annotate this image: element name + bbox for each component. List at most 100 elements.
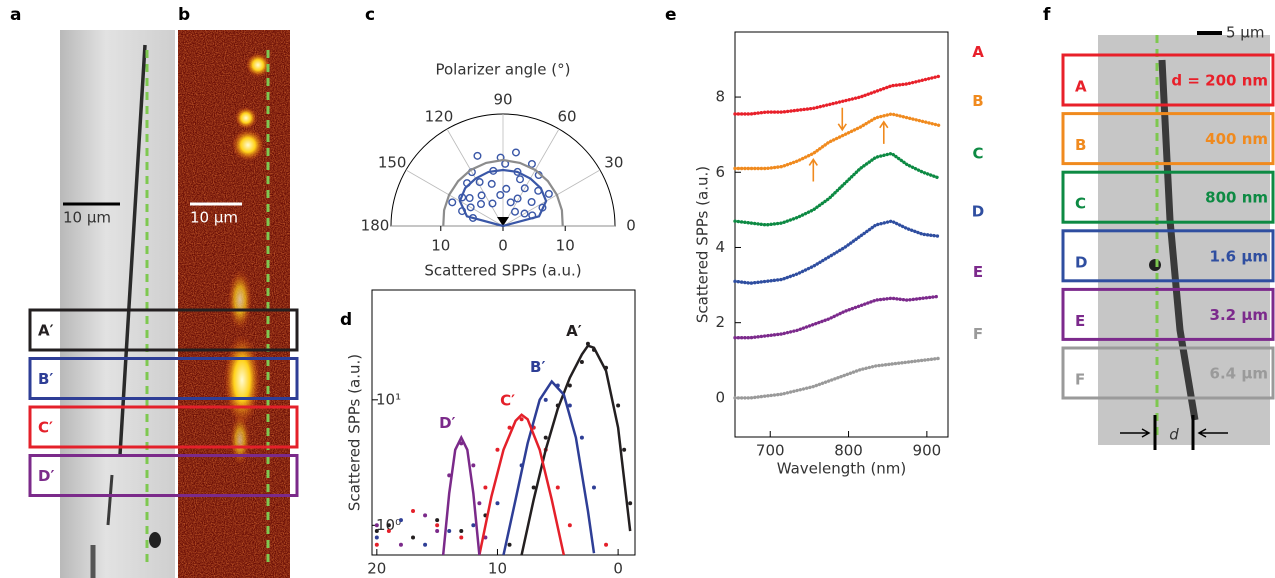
image-a: 10 µm xyxy=(60,30,175,578)
point xyxy=(555,485,560,490)
fit-label: D′ xyxy=(439,414,455,432)
region-box xyxy=(28,454,299,497)
spectrum xyxy=(733,356,941,400)
polar-point xyxy=(516,175,525,184)
panel-label: b xyxy=(178,5,190,25)
point xyxy=(447,529,452,534)
polar-point xyxy=(506,198,515,207)
point xyxy=(447,473,452,478)
row-size: 3.2 µm xyxy=(1210,306,1268,324)
row-size: 6.4 µm xyxy=(1210,365,1268,383)
angle-tick-label: 150 xyxy=(378,154,407,172)
panel-label: d xyxy=(340,310,352,330)
x-tick-label: 700 xyxy=(756,442,785,460)
r-tick-label: 10 xyxy=(556,237,575,255)
panel-label: e xyxy=(665,5,677,25)
polar-fit xyxy=(458,168,548,228)
row-box xyxy=(1061,229,1275,283)
region-box xyxy=(28,357,299,400)
row-box xyxy=(1061,287,1275,341)
point xyxy=(435,523,440,528)
point xyxy=(579,360,584,365)
point xyxy=(471,463,476,468)
polar-point xyxy=(477,200,486,209)
angle-tick-label: 30 xyxy=(604,154,623,172)
polar-frame xyxy=(390,113,616,227)
point xyxy=(477,501,482,506)
scale-bar-label: 5 µm xyxy=(1226,24,1264,42)
x-tick-label: 10 xyxy=(488,560,507,578)
y-tick-label: 2 xyxy=(715,313,725,331)
row-letter: D xyxy=(1075,253,1087,271)
row-box xyxy=(1061,53,1275,107)
region-box xyxy=(28,308,299,352)
spectrum xyxy=(733,151,941,227)
y-axis-label: Scattered SPPs (a.u.) xyxy=(694,166,712,323)
polar-point xyxy=(510,207,519,216)
arrow xyxy=(808,158,818,182)
polar-point xyxy=(477,191,486,200)
point xyxy=(495,447,500,452)
series-label: C xyxy=(972,144,983,162)
region-label: A′ xyxy=(38,322,54,340)
fit-label: A′ xyxy=(566,322,582,340)
row-size: 1.6 µm xyxy=(1210,247,1268,265)
x-tick-label: 0 xyxy=(613,560,623,578)
image-f: 5 µm d xyxy=(1098,24,1270,450)
spectrum xyxy=(733,219,941,285)
polar-point xyxy=(487,179,496,188)
fit-curve xyxy=(502,379,596,555)
r-tick-label: 10 xyxy=(431,237,450,255)
point xyxy=(435,518,440,523)
y-tick-label: 4 xyxy=(715,238,725,256)
polar-fit xyxy=(442,158,564,227)
point xyxy=(423,513,428,518)
row-letter: B xyxy=(1075,136,1086,154)
point xyxy=(567,383,572,388)
polar-point xyxy=(520,209,529,218)
polar-point xyxy=(511,148,520,157)
fit-label: B′ xyxy=(530,358,545,376)
x-tick-label: 900 xyxy=(913,442,942,460)
axes-frame xyxy=(371,289,636,556)
panel-label: f xyxy=(1043,5,1051,25)
point xyxy=(519,417,524,422)
point xyxy=(398,542,403,547)
polar-point xyxy=(513,194,522,203)
row-letter: F xyxy=(1075,371,1085,389)
angle-tick-label: 0 xyxy=(626,217,636,235)
point xyxy=(628,501,633,506)
point xyxy=(471,523,476,528)
point xyxy=(543,435,548,440)
row-letter: E xyxy=(1075,312,1085,330)
point xyxy=(374,523,379,528)
point xyxy=(567,523,572,528)
angle-tick-label: 180 xyxy=(361,217,390,235)
arrow xyxy=(837,107,847,132)
point xyxy=(398,518,403,523)
point xyxy=(495,501,500,506)
point xyxy=(459,529,464,534)
panel-label: a xyxy=(10,5,21,25)
point xyxy=(411,509,416,514)
point xyxy=(435,529,440,534)
row-box xyxy=(1061,346,1275,400)
polar-point xyxy=(473,151,482,160)
center-wedge xyxy=(497,217,509,226)
series-label: D xyxy=(972,203,984,221)
point xyxy=(507,425,512,430)
row-size: 400 nm xyxy=(1205,130,1268,148)
angle-grid-line xyxy=(446,128,504,227)
y-tick-label: 8 xyxy=(715,88,725,106)
region-label: C′ xyxy=(38,419,53,437)
x-tick-label: 20 xyxy=(367,560,386,578)
y-tick-label: 0 xyxy=(715,388,725,406)
row-letter: C xyxy=(1075,195,1086,213)
region-box xyxy=(28,405,299,449)
point xyxy=(386,529,391,534)
point xyxy=(585,341,590,346)
spectrum xyxy=(733,294,941,340)
y-tick-label: 6 xyxy=(715,163,725,181)
series-label: E xyxy=(973,263,983,281)
